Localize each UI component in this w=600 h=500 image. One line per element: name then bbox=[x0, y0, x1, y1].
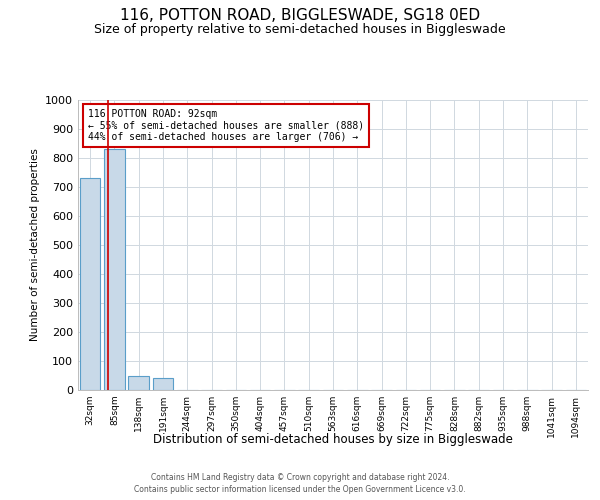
Text: Contains public sector information licensed under the Open Government Licence v3: Contains public sector information licen… bbox=[134, 485, 466, 494]
Text: 116, POTTON ROAD, BIGGLESWADE, SG18 0ED: 116, POTTON ROAD, BIGGLESWADE, SG18 0ED bbox=[120, 8, 480, 22]
Text: Size of property relative to semi-detached houses in Biggleswade: Size of property relative to semi-detach… bbox=[94, 22, 506, 36]
Bar bbox=[128, 376, 149, 390]
Y-axis label: Number of semi-detached properties: Number of semi-detached properties bbox=[29, 148, 40, 342]
Text: Contains HM Land Registry data © Crown copyright and database right 2024.: Contains HM Land Registry data © Crown c… bbox=[151, 472, 449, 482]
Bar bbox=[104, 150, 125, 390]
Text: Distribution of semi-detached houses by size in Biggleswade: Distribution of semi-detached houses by … bbox=[153, 432, 513, 446]
Bar bbox=[80, 178, 100, 390]
Text: 116 POTTON ROAD: 92sqm
← 55% of semi-detached houses are smaller (888)
44% of se: 116 POTTON ROAD: 92sqm ← 55% of semi-det… bbox=[88, 108, 364, 142]
Bar bbox=[152, 378, 173, 390]
